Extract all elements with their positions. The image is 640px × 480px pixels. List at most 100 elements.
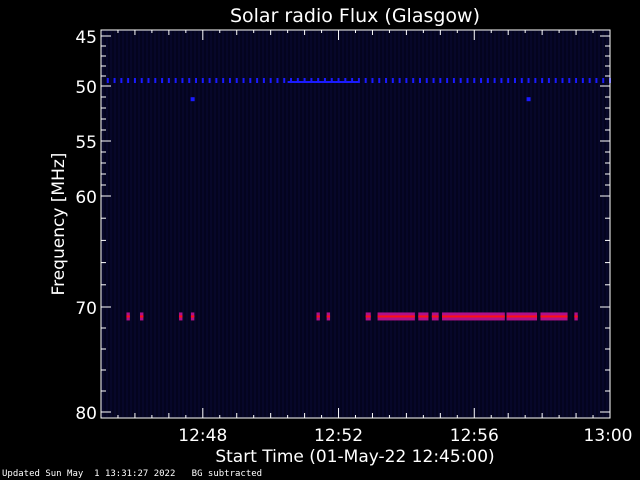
blue-dash-mark [378,78,381,83]
blue-dash-mark [385,78,388,83]
blue-dash-mark [513,78,516,83]
x-axis-title: Start Time (01-May-22 12:45:00) [215,447,494,467]
burst-core [442,315,505,318]
blue-dash-mark [446,78,449,83]
blue-dash-mark [161,78,164,83]
blue-dash-mark [588,78,591,83]
footer-updated: Updated Sun May 1 13:31:27 2022 BG subtr… [2,469,263,479]
blue-dash-mark [337,78,340,83]
plot-texture [102,31,608,417]
x-tick-label: 12:52 [314,426,363,446]
blue-dash-mark [412,78,415,83]
blue-dash-mark [568,78,571,83]
x-axis: 12:48 12:52 12:56 13:00 [117,30,633,446]
blue-dash-mark [330,78,333,83]
y-tick-label: 45 [75,28,97,48]
y-axis: 45 50 55 60 70 80 [75,28,610,424]
blue-dash-mark [140,78,143,83]
blue-dash-mark [554,78,557,83]
blue-dash-mark [249,78,252,83]
burst-core [418,315,429,318]
blue-dash-mark [432,78,435,83]
blue-dash-mark [391,78,394,83]
blue-dash-mark [493,78,496,83]
y-tick-label: 50 [75,78,97,98]
blue-dash-mark [195,78,198,83]
blue-dash-mark [242,78,245,83]
blue-dash-mark [120,78,123,83]
blue-dash-mark [113,78,116,83]
burst-core [126,315,130,318]
blue-dash-mark [581,78,584,83]
y-tick-label: 70 [75,299,97,319]
blue-dash-mark [500,78,503,83]
blue-dash-mark [534,78,537,83]
burst-core [506,315,538,318]
blue-solid-segment [287,81,359,83]
burst-core [377,315,415,318]
y-tick-label: 80 [75,404,97,424]
blue-dash-mark [174,78,177,83]
blue-dash-mark [167,78,170,83]
blue-dash-mark [235,78,238,83]
y-axis-title: Frequency [MHz] [49,153,69,296]
blue-dash-mark [181,78,184,83]
blue-dash-mark [520,78,523,83]
blue-dash-mark [371,78,374,83]
x-tick-label: 12:48 [178,426,227,446]
blue-dash-mark [344,78,347,83]
blue-dash-mark [269,78,272,83]
blue-dash-mark [595,78,598,83]
blue-dash-mark [459,78,462,83]
blue-dash-mark [133,78,136,83]
blue-dash-mark [527,78,530,83]
blue-dash-mark [398,78,401,83]
blue-dash-mark [486,78,489,83]
burst-core [179,315,183,318]
blue-dash-mark [351,78,354,83]
blue-dash-mark [425,78,428,83]
y-tick-label: 55 [75,133,97,153]
x-tick-label: 13:00 [584,426,633,446]
blue-dash-mark [473,78,476,83]
blue-dash-mark [303,78,306,83]
blue-dash-mark [228,78,231,83]
blue-dash-mark [147,78,150,83]
blue-dash-mark [290,78,293,83]
x-tick-label: 12:56 [450,426,499,446]
blue-dash-mark [215,78,218,83]
blue-dash-mark [310,78,313,83]
burst-core [365,315,371,318]
burst-core [190,315,195,318]
blue-dash-mark [507,78,510,83]
blue-dash-mark [575,78,578,83]
blue-dash-mark [222,78,225,83]
blue-dash-mark [418,78,421,83]
blue-dash-mark [283,78,286,83]
blue-dash-mark [154,78,157,83]
burst-core [431,315,439,318]
blue-dash-mark [452,78,455,83]
blue-dash-mark [106,78,109,83]
blue-dash-mark [276,78,279,83]
blue-dash-mark [208,78,211,83]
blue-dash-mark [201,78,204,83]
data-marks [106,78,611,321]
blue-dash-mark [127,78,130,83]
blue-dash-mark [439,78,442,83]
burst-core [540,315,568,318]
blue-dash-mark [547,78,550,83]
blue-dash-mark [296,78,299,83]
y-tick-label: 60 [75,188,97,208]
blue-dash-mark [602,78,605,83]
blue-dash-mark [317,78,320,83]
blue-dash-mark [405,78,408,83]
blue-dash-mark [364,78,367,83]
burst-core [574,315,578,318]
blue-dash-mark [188,78,191,83]
chart-title: Solar radio Flux (Glasgow) [230,5,480,27]
blue-dash-mark [561,78,564,83]
blue-dash-mark [323,78,326,83]
blue-dash-mark [541,78,544,83]
